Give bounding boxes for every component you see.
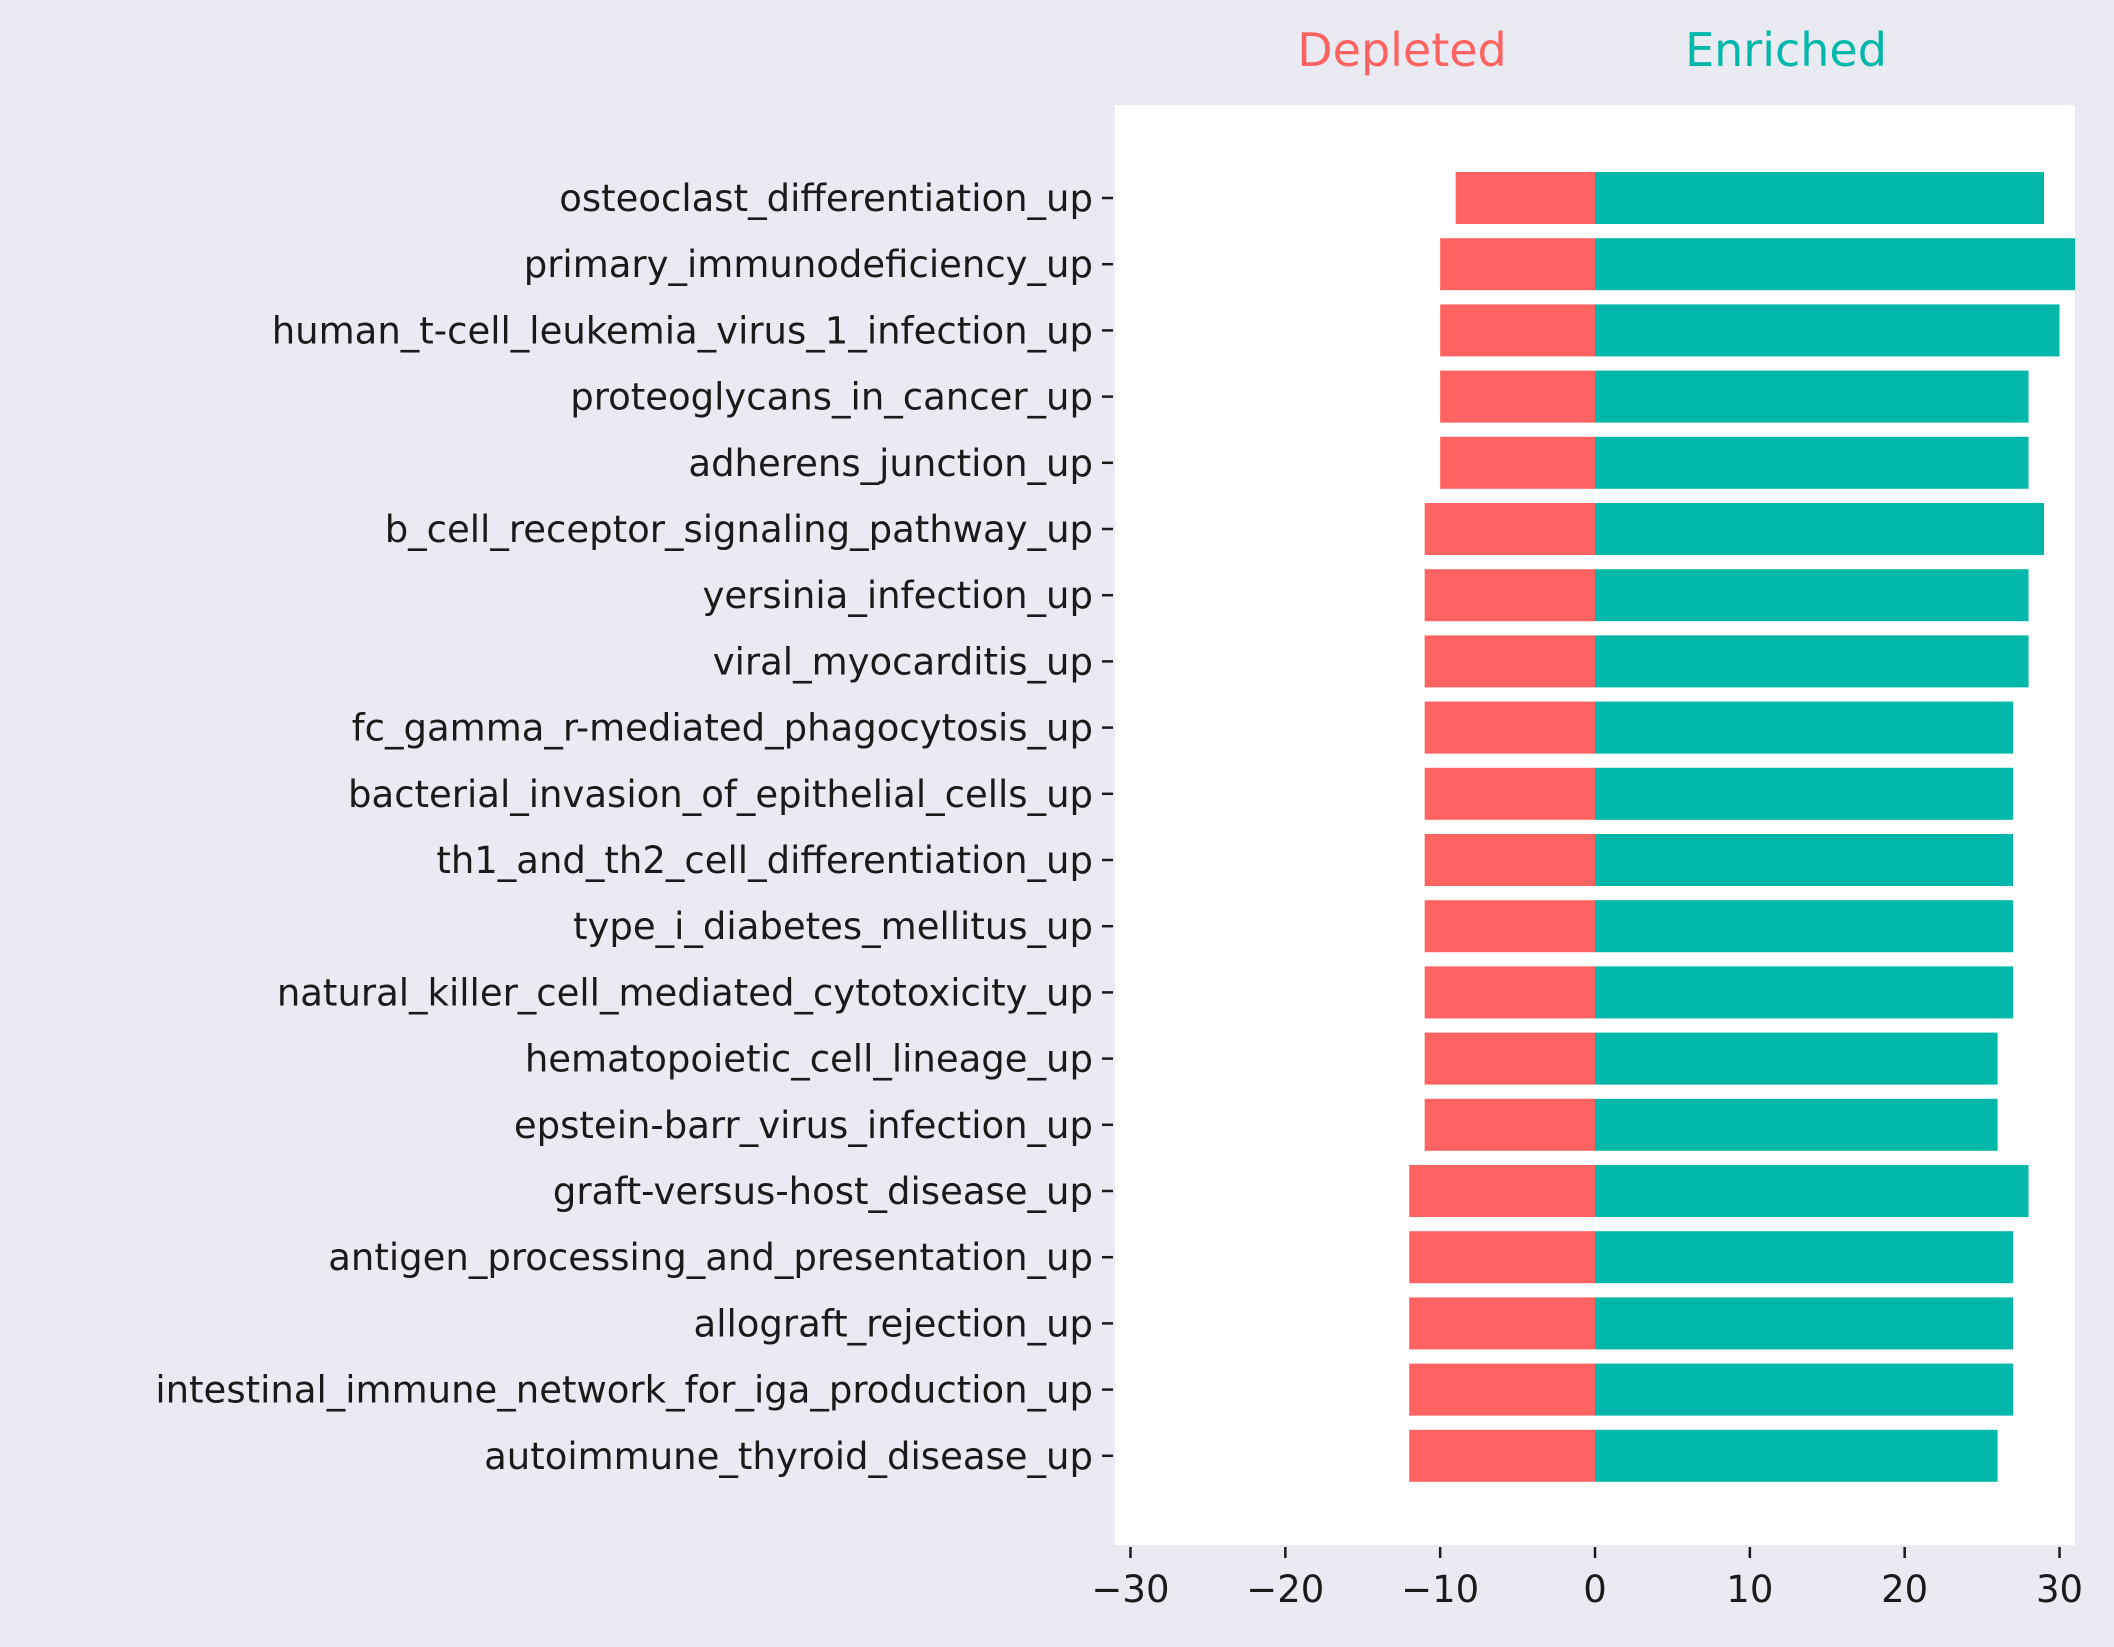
legend-enriched-label: Enriched [1685,23,1887,77]
category-label: human_t-cell_leukemia_virus_1_infection_… [272,309,1093,352]
bar-enriched [1595,1429,1998,1482]
bar-enriched [1595,834,2014,886]
bar-depleted [1409,1231,1595,1284]
bar-depleted [1424,635,1595,688]
bar-depleted [1409,1165,1595,1217]
category-label: intestinal_immune_network_for_iga_produc… [155,1369,1093,1412]
category-label: epstein-barr_virus_infection_up [514,1104,1093,1147]
x-axis: −30 −20 −10 0 10 20 30 [1091,1547,2083,1611]
bar-enriched [1595,1032,1998,1085]
category-label: graft-versus-host_disease_up [553,1170,1093,1213]
bar-depleted [1424,966,1595,1019]
category-label: fc_gamma_r-mediated_phagocytosis_up [352,707,1093,750]
x-tick-label: −10 [1401,1568,1479,1611]
legend: Depleted Enriched [1297,23,1887,77]
x-tick-label: −20 [1246,1568,1324,1611]
category-label: adherens_junction_up [688,442,1093,485]
bar-enriched [1595,569,2029,622]
x-tick-label: 0 [1583,1568,1607,1611]
bar-enriched [1595,767,2014,820]
bar-depleted [1440,304,1595,357]
bar-depleted [1424,767,1595,820]
bar-depleted [1424,569,1595,622]
bar-enriched [1595,370,2029,423]
category-label: hematopoietic_cell_lineage_up [525,1038,1093,1081]
bar-enriched [1595,436,2029,489]
bar-depleted [1409,1429,1595,1482]
bar-depleted [1424,834,1595,886]
bar-enriched [1595,966,2014,1019]
bar-depleted [1424,503,1595,555]
bar-depleted [1409,1297,1595,1350]
bar-depleted [1409,1363,1595,1416]
bar-depleted [1424,900,1595,953]
category-labels: osteoclast_differentiation_up primary_imm… [155,177,1113,1478]
bar-enriched [1595,635,2029,688]
bar-enriched [1595,1297,2014,1350]
bar-enriched [1595,701,2014,754]
category-label: antigen_processing_and_presentation_up [328,1236,1093,1279]
bar-depleted [1424,1098,1595,1151]
bar-enriched [1595,172,2045,224]
category-label: viral_myocarditis_up [713,640,1093,683]
bar-enriched [1595,238,2075,291]
bar-enriched [1595,1363,2014,1416]
bar-enriched [1595,1098,1998,1151]
category-label: proteoglycans_in_cancer_up [570,376,1093,419]
category-label: natural_killer_cell_mediated_cytotoxicit… [277,971,1093,1014]
bar-depleted [1440,238,1595,291]
category-label: bacterial_invasion_of_epithelial_cells_u… [348,773,1093,816]
bar-depleted [1424,701,1595,754]
x-tick-label: −30 [1091,1568,1169,1611]
category-label: b_cell_receptor_signaling_pathway_up [385,508,1093,551]
category-label: type_i_diabetes_mellitus_up [573,905,1093,948]
legend-depleted-label: Depleted [1297,23,1507,77]
bar-depleted [1440,436,1595,489]
bar-depleted [1455,172,1595,224]
category-label: yersinia_infection_up [702,574,1093,617]
x-tick-label: 30 [2036,1568,2083,1611]
x-tick-label: 10 [1726,1568,1773,1611]
category-label: allograft_rejection_up [694,1302,1093,1345]
category-label: osteoclast_differentiation_up [559,177,1093,220]
bar-enriched [1595,900,2014,953]
bar-depleted [1424,1032,1595,1085]
category-label: autoimmune_thyroid_disease_up [484,1435,1093,1478]
category-label: th1_and_th2_cell_differentiation_up [436,839,1093,882]
bar-enriched [1595,503,2045,555]
bar-enriched [1595,1165,2029,1217]
x-tick-label: 20 [1881,1568,1928,1611]
bars [1409,172,2075,1482]
bar-enriched [1595,304,2060,357]
category-label: primary_immunodeficiency_up [524,243,1093,286]
bar-enriched [1595,1231,2014,1284]
bar-depleted [1440,370,1595,423]
